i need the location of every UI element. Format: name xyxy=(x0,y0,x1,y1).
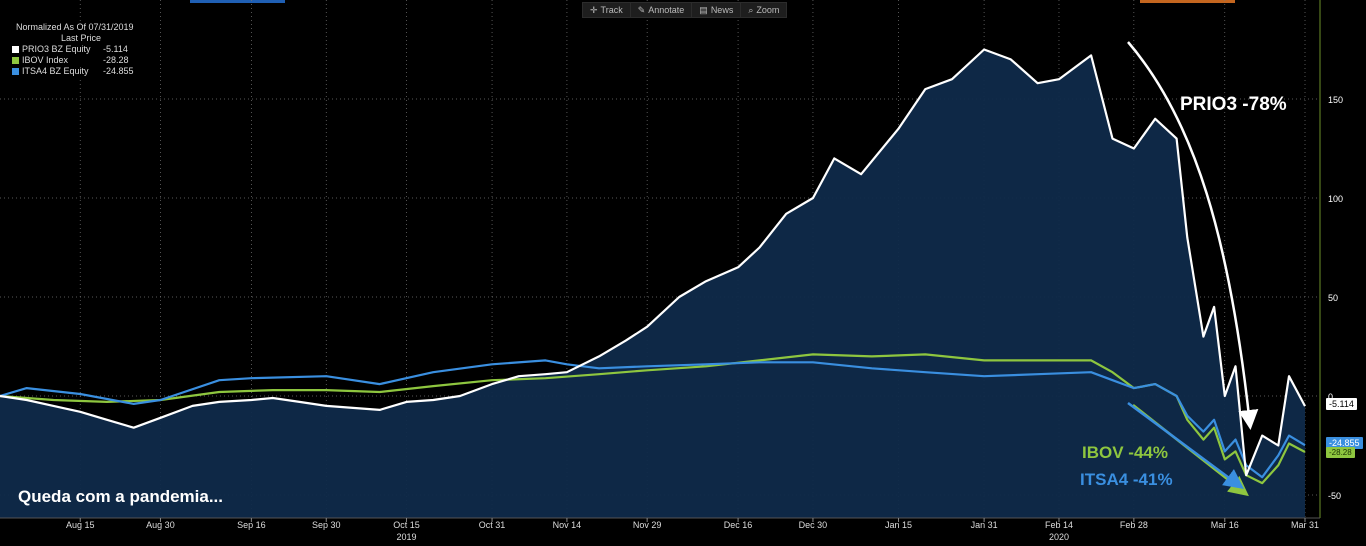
x-tick-label: Jan 15 xyxy=(885,520,912,530)
x-tick-label: Mar 31 xyxy=(1291,520,1319,530)
prio3-annotation: PRIO3 -78% xyxy=(1180,94,1287,115)
x-tick-label: Aug 30 xyxy=(146,520,175,530)
legend-name-prio3: PRIO3 BZ Equity xyxy=(22,44,91,54)
pandemic-caption: Queda com a pandemia... xyxy=(18,487,224,506)
x-tick-label: Nov 14 xyxy=(553,520,582,530)
series-lines xyxy=(0,48,1306,485)
x-tick-label: Nov 29 xyxy=(633,520,662,530)
legend-swatch-itsa4 xyxy=(12,68,19,75)
series-line-0 xyxy=(0,48,1306,477)
prio3-area xyxy=(0,49,1305,518)
x-tick-label: Oct 15 xyxy=(393,520,420,530)
x-tick-label: Mar 16 xyxy=(1211,520,1239,530)
legend-value-prio3: -5.114 xyxy=(103,44,128,54)
zoom-icon: ⌕ xyxy=(748,4,754,15)
itsa4-drop-arrow xyxy=(1127,401,1245,489)
x-tick-label: Sep 16 xyxy=(237,520,266,530)
legend-swatch-prio3 xyxy=(12,46,19,53)
track-button[interactable]: ✛ Track xyxy=(583,3,631,17)
x-tick-label: Dec 16 xyxy=(724,520,753,530)
prio3-drop-arrow xyxy=(1127,41,1259,430)
legend-entry-prio3[interactable]: PRIO3 BZ Equity -5.114 xyxy=(12,44,150,55)
y-tick-label: -50 xyxy=(1328,491,1341,501)
legend-value-itsa4: -24.855 xyxy=(103,66,134,76)
top-accent-bar-orange xyxy=(1140,0,1235,3)
y-tick-label: 150 xyxy=(1328,95,1343,105)
itsa4-last-tag: -24.855 xyxy=(1326,437,1363,449)
chart-legend: Normalized As Of 07/31/2019 Last Price P… xyxy=(12,22,150,77)
x-tick-label: Sep 30 xyxy=(312,520,341,530)
prio3-last-tag: -5.114 xyxy=(1326,398,1357,410)
annotate-label: Annotate xyxy=(648,5,685,15)
annotation-arrows xyxy=(1127,41,1259,497)
news-icon: ▤ xyxy=(699,4,708,15)
legend-swatch-ibov xyxy=(12,57,19,64)
top-accent-bar-blue xyxy=(190,0,285,3)
x-tick-label: Aug 15 xyxy=(66,520,95,530)
x-tick-label: Feb 28 xyxy=(1120,520,1148,530)
y-tick-label: 100 xyxy=(1328,194,1343,204)
zoom-label: Zoom xyxy=(756,5,780,15)
annotate-button[interactable]: ✎ Annotate xyxy=(631,3,693,17)
x-year-label: 2019 xyxy=(396,532,416,542)
ibov-annotation: IBOV -44% xyxy=(1082,443,1168,462)
annotate-icon: ✎ xyxy=(637,4,646,15)
x-tick-label: Jan 31 xyxy=(971,520,998,530)
legend-name-itsa4: ITSA4 BZ Equity xyxy=(22,66,89,76)
y-tick-label: 50 xyxy=(1328,293,1338,303)
chart-axes: -50 0 50 100 150 Aug 15 Aug 30 Sep 16 Sep 30 Oct … xyxy=(0,0,1343,542)
x-tick-label: Dec 30 xyxy=(799,520,828,530)
news-button[interactable]: ▤ News xyxy=(692,3,742,17)
legend-subheader: Last Price xyxy=(60,33,102,43)
itsa4-annotation: ITSA4 -41% xyxy=(1080,470,1173,489)
zoom-button[interactable]: ⌕ Zoom xyxy=(741,3,786,17)
track-label: Track xyxy=(600,5,623,15)
ibov-last-tag: -28.28 xyxy=(1326,447,1355,458)
chart-toolbar: ✛ Track ✎ Annotate ▤ News ⌕ Zoom xyxy=(582,2,788,18)
x-tick-label: Feb 14 xyxy=(1045,520,1073,530)
legend-entry-itsa4[interactable]: ITSA4 BZ Equity -24.855 xyxy=(12,66,150,77)
series-line-2 xyxy=(0,359,1306,479)
news-label: News xyxy=(710,5,734,15)
legend-entry-ibov[interactable]: IBOV Index -28.28 xyxy=(12,55,150,66)
crosshair-icon: ✛ xyxy=(590,4,598,15)
legend-value-ibov: -28.28 xyxy=(103,55,129,65)
x-tick-label: Oct 31 xyxy=(479,520,506,530)
series-line-1 xyxy=(0,353,1306,485)
y-tick-label: 0 xyxy=(1328,392,1333,402)
x-year-label: 2020 xyxy=(1049,532,1069,542)
series-area-0 xyxy=(0,49,1305,518)
legend-name-ibov: IBOV Index xyxy=(22,55,69,65)
legend-header: Normalized As Of 07/31/2019 xyxy=(16,22,134,32)
